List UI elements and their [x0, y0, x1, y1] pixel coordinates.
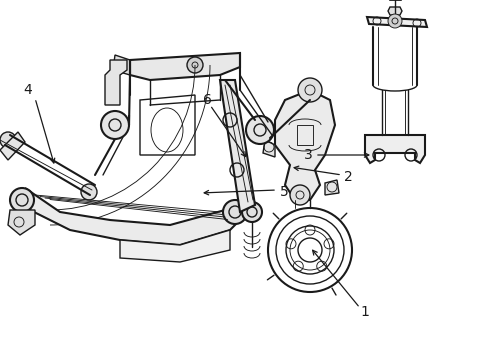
Polygon shape — [263, 140, 275, 157]
Circle shape — [242, 202, 262, 222]
Polygon shape — [113, 55, 130, 75]
Circle shape — [81, 184, 97, 200]
Polygon shape — [365, 135, 425, 163]
Circle shape — [10, 188, 34, 212]
Text: 4: 4 — [24, 83, 32, 97]
Text: 3: 3 — [304, 148, 313, 162]
Circle shape — [101, 111, 129, 139]
Polygon shape — [220, 80, 255, 212]
Polygon shape — [105, 60, 127, 105]
Polygon shape — [130, 53, 240, 80]
Polygon shape — [20, 188, 255, 245]
Circle shape — [246, 116, 274, 144]
Circle shape — [290, 185, 310, 205]
Circle shape — [0, 132, 16, 148]
Polygon shape — [120, 230, 230, 262]
Polygon shape — [129, 60, 130, 125]
Polygon shape — [8, 210, 35, 235]
Circle shape — [298, 78, 322, 102]
Text: 2: 2 — [343, 170, 352, 184]
Text: 1: 1 — [361, 305, 369, 319]
Polygon shape — [325, 180, 339, 195]
Polygon shape — [0, 132, 25, 160]
Polygon shape — [367, 17, 427, 27]
Text: 5: 5 — [280, 185, 289, 199]
Polygon shape — [388, 7, 402, 15]
Polygon shape — [275, 90, 335, 200]
Text: 6: 6 — [202, 93, 212, 107]
Circle shape — [388, 14, 402, 28]
Circle shape — [187, 57, 203, 73]
Circle shape — [223, 200, 247, 224]
